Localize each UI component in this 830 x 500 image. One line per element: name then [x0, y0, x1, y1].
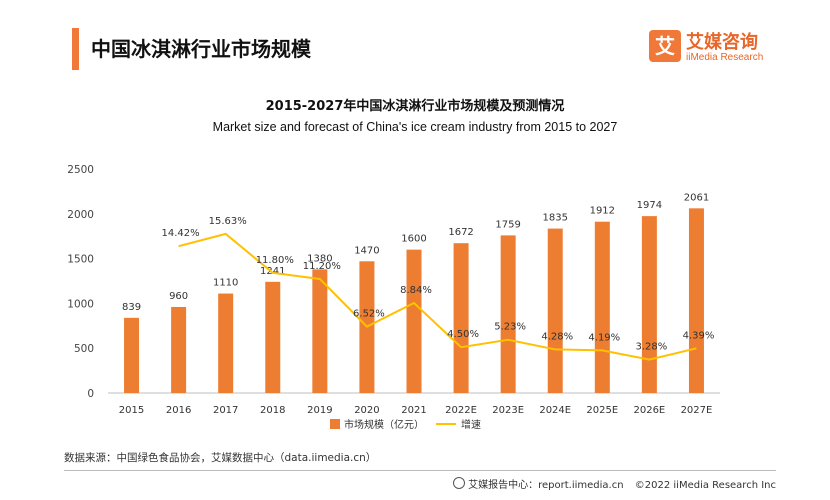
bar-value-label: 1600 — [401, 234, 426, 245]
logo-text-cn: 艾媒咨询 — [686, 32, 758, 53]
bar-value-label: 960 — [169, 291, 188, 302]
y-tick-label: 0 — [87, 388, 94, 400]
y-tick-label: 2000 — [67, 209, 94, 221]
footer-report[interactable]: 艾媒报告中心：report.iimedia.cn — [468, 480, 624, 491]
x-tick-label: 2025E — [586, 405, 618, 416]
bar — [265, 281, 281, 393]
bar — [688, 208, 704, 393]
data-source: 数据来源：中国绿色食品协会，艾媒数据中心（data.iimedia.cn） — [64, 452, 377, 464]
footer: 艾媒报告中心：report.iimedia.cn ©2022 iiMedia R… — [445, 476, 776, 491]
page-title: 中国冰淇淋行业市场规模 — [91, 37, 311, 61]
bar — [594, 221, 610, 393]
bar-value-label: 1672 — [448, 227, 473, 238]
logo-text-en: iiMedia Research — [686, 52, 764, 63]
x-tick-label: 2016 — [166, 405, 191, 416]
bar — [218, 293, 234, 393]
growth-rate-label: 4.50% — [447, 329, 479, 340]
growth-rate-label: 4.19% — [588, 332, 620, 343]
bar-value-label: 839 — [122, 302, 141, 313]
bar-value-label: 1241 — [260, 266, 285, 277]
x-tick-label: 2027E — [681, 405, 713, 416]
y-tick-label: 500 — [74, 343, 94, 355]
bar-value-label: 1835 — [543, 213, 568, 224]
y-tick-label: 1500 — [67, 254, 94, 266]
footer-divider — [64, 470, 776, 471]
growth-rate-label: 14.42% — [162, 228, 200, 239]
x-tick-label: 2017 — [213, 405, 238, 416]
growth-rate-label: 11.80% — [256, 255, 294, 266]
legend-bar-label: 市场规模（亿元） — [344, 418, 424, 431]
y-tick-label: 1000 — [67, 298, 94, 310]
growth-rate-label: 6.52% — [353, 309, 385, 320]
bar — [547, 228, 563, 393]
growth-rate-label: 3.28% — [635, 342, 667, 353]
bar-value-label: 1759 — [495, 219, 520, 230]
iimedia-logo: 艾 艾媒咨询 iiMedia Research — [649, 28, 774, 68]
bar — [500, 235, 516, 393]
x-tick-label: 2023E — [492, 405, 524, 416]
title-accent-bar — [72, 28, 79, 70]
x-tick-label: 2021 — [401, 405, 426, 416]
report-center-icon — [453, 477, 466, 489]
growth-rate-label: 4.39% — [683, 330, 715, 341]
growth-rate-label: 4.28% — [541, 331, 573, 342]
x-tick-label: 2022E — [445, 405, 477, 416]
logo-mark: 艾 — [649, 30, 681, 62]
bar — [171, 306, 187, 393]
bar — [641, 216, 657, 393]
x-tick-label: 2018 — [260, 405, 285, 416]
bar-value-label: 1470 — [354, 245, 379, 256]
bar-value-label: 1110 — [213, 278, 238, 289]
x-tick-label: 2020 — [354, 405, 379, 416]
growth-rate-label: 11.20% — [303, 261, 341, 272]
growth-rate-line — [178, 232, 697, 361]
bar-value-label: 1380 — [307, 253, 332, 264]
bar — [406, 249, 422, 393]
footer-copyright: ©2022 iiMedia Research Inc — [634, 480, 776, 491]
growth-rate-label: 8.84% — [400, 285, 432, 296]
x-tick-label: 2024E — [539, 405, 571, 416]
x-tick-label: 2015 — [119, 405, 144, 416]
growth-rate-label: 15.63% — [209, 216, 247, 227]
bar — [453, 243, 469, 393]
bar-value-label: 1974 — [637, 200, 662, 211]
legend-line-label: 增速 — [461, 418, 481, 431]
x-tick-label: 2019 — [307, 405, 332, 416]
bar-value-label: 2061 — [684, 192, 709, 203]
chart-title: 2015-2027年中国冰淇淋行业市场规模及预测情况 — [265, 99, 565, 114]
bar — [124, 317, 140, 393]
bar-value-label: 1912 — [590, 206, 615, 217]
bar — [312, 269, 328, 393]
legend-bar-swatch — [330, 419, 340, 429]
growth-rate-label: 5.23% — [494, 322, 526, 333]
x-tick-label: 2026E — [633, 405, 665, 416]
y-tick-label: 2500 — [67, 164, 94, 176]
chart-subtitle: Market size and forecast of China's ice … — [212, 120, 618, 134]
